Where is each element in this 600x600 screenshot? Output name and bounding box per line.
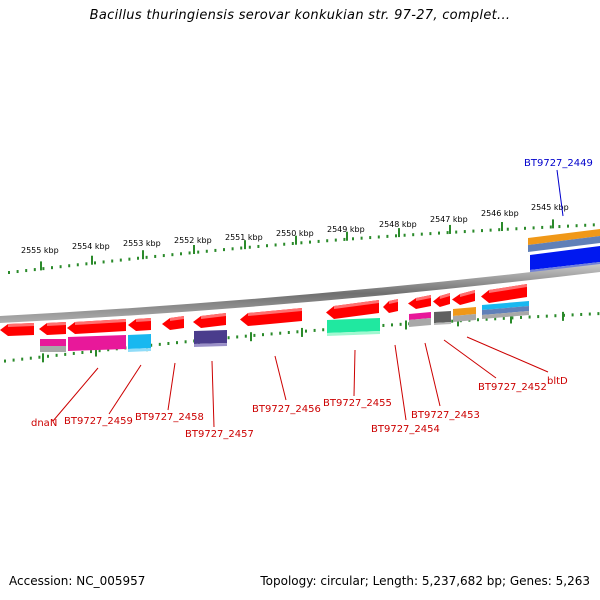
gene-label[interactable]: BT9727_2453 (411, 410, 480, 421)
kbp-label: 2550 kbp (276, 229, 314, 238)
gene-magenta-a[interactable] (40, 339, 66, 346)
kbp-label: 2552 kbp (174, 236, 212, 245)
kbp-label: 2548 kbp (379, 220, 417, 229)
gene-cyan-a-shade[interactable] (128, 348, 151, 352)
gene-gray-d[interactable] (453, 314, 476, 322)
gene-gray-a[interactable] (40, 346, 66, 352)
kbp-scale: 2555 kbp 2554 kbp 2553 kbp 2552 kbp 2551 kbp… (21, 203, 569, 255)
kbp-label: 2546 kbp (481, 209, 519, 218)
gene-green[interactable] (327, 318, 380, 333)
gene-magenta-b[interactable] (68, 335, 126, 351)
leader-line (211, 360, 215, 428)
gene-gray-dark-shade[interactable] (434, 322, 451, 325)
genome-backbone (0, 264, 600, 323)
leader-line (424, 342, 441, 407)
gene-gray-dark[interactable] (434, 311, 451, 323)
leader-line (167, 362, 176, 411)
gene-label[interactable]: BT9727_2452 (478, 382, 547, 393)
kbp-label: 2545 kbp (531, 203, 569, 212)
topology-text: Topology: circular; Length: 5,237,682 bp… (260, 574, 590, 588)
reverse-strand-genes (0, 284, 529, 352)
kbp-label: 2555 kbp (21, 246, 59, 255)
kbp-label: 2549 kbp (327, 225, 365, 234)
gene-label[interactable]: BT9727_2458 (135, 412, 204, 423)
leader-line (52, 367, 99, 422)
gene-gray-e[interactable] (482, 311, 529, 319)
gene-slate-upper[interactable] (528, 236, 600, 252)
gene-purple-shade[interactable] (194, 343, 227, 347)
gene-magenta-c[interactable] (409, 312, 431, 320)
kbp-label: 2551 kbp (225, 233, 263, 242)
leader-line (443, 339, 497, 379)
leader-line (274, 355, 287, 401)
kbp-label: 2554 kbp (72, 242, 110, 251)
highlight-gene-label[interactable]: BT9727_2449 (524, 158, 593, 169)
gene-label[interactable]: BT9727_2455 (323, 398, 392, 409)
gene-label[interactable]: dnaN (31, 418, 57, 429)
map-title: Bacillus thuringiensis serovar konkukian… (89, 8, 511, 23)
gene-label[interactable]: BT9727_2459 (64, 416, 133, 427)
accession-text: Accession: NC_005957 (9, 574, 146, 588)
gene-slate-b[interactable] (482, 306, 529, 315)
gene-cyan-a[interactable] (128, 334, 151, 349)
gene-label-group: dnaN BT9727_2459 BT9727_2458 BT9727_2457 BT9… (31, 376, 568, 440)
highlight-leader (556, 169, 564, 217)
kbp-label: 2553 kbp (123, 239, 161, 248)
gene-label[interactable]: BT9727_2456 (252, 404, 321, 415)
gene-label[interactable]: BT9727_2457 (185, 429, 254, 440)
leader-line (394, 344, 407, 421)
label-leaders (52, 336, 549, 428)
gene-orange-lower[interactable] (453, 307, 476, 316)
leader-line (466, 336, 549, 373)
kbp-label: 2547 kbp (430, 215, 468, 224)
leader-line (108, 364, 142, 415)
gene-label[interactable]: BT9727_2454 (371, 424, 440, 435)
gene-label[interactable]: bltD (547, 376, 568, 387)
gene-orange-upper[interactable] (528, 229, 600, 245)
gene-green-shade[interactable] (327, 331, 380, 336)
gene-purple[interactable] (194, 330, 227, 344)
gene-cyan-b[interactable] (482, 301, 529, 310)
outer-tick-track (8, 219, 595, 274)
gene-gray-c[interactable] (409, 318, 431, 327)
leader-line (353, 349, 356, 397)
